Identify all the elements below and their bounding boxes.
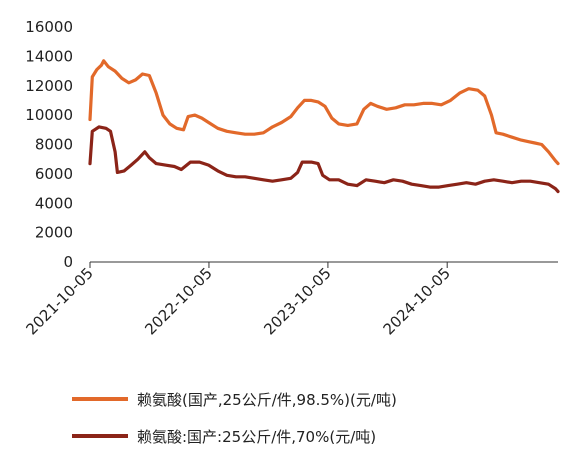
x-tick-label: 2022-10-05 [141,264,215,338]
y-tick-label: 6000 [35,165,73,183]
series-line-1 [88,59,560,166]
legend-label-1: 赖氨酸(国产,25公斤/件,98.5%)(元/吨) [137,391,397,409]
y-tick-label: 2000 [35,224,73,242]
y-tick-label: 14000 [25,47,73,65]
series-layer [88,59,560,194]
series-line-2 [88,125,560,194]
y-tick-label: 8000 [35,136,73,154]
legend: 赖氨酸(国产,25公斤/件,98.5%)(元/吨) 赖氨酸:国产:25公斤/件,7… [72,391,397,446]
legend-label-2: 赖氨酸:国产:25公斤/件,70%(元/吨) [137,428,376,446]
x-tick-label: 2023-10-05 [260,264,334,338]
x-tick-label: 2021-10-05 [22,264,96,338]
y-axis-ticks: 0 2000 4000 6000 8000 10000 12000 14000 16000 [25,18,73,271]
x-axis: 2021-10-05 2022-10-05 2023-10-05 2024-10-05 [22,261,558,338]
y-tick-label: 4000 [35,194,73,212]
x-tick-label: 2024-10-05 [380,264,454,338]
y-tick-label: 12000 [25,77,73,95]
y-tick-label: 10000 [25,106,73,124]
y-tick-label: 0 [63,253,73,271]
y-tick-label: 16000 [25,18,73,36]
